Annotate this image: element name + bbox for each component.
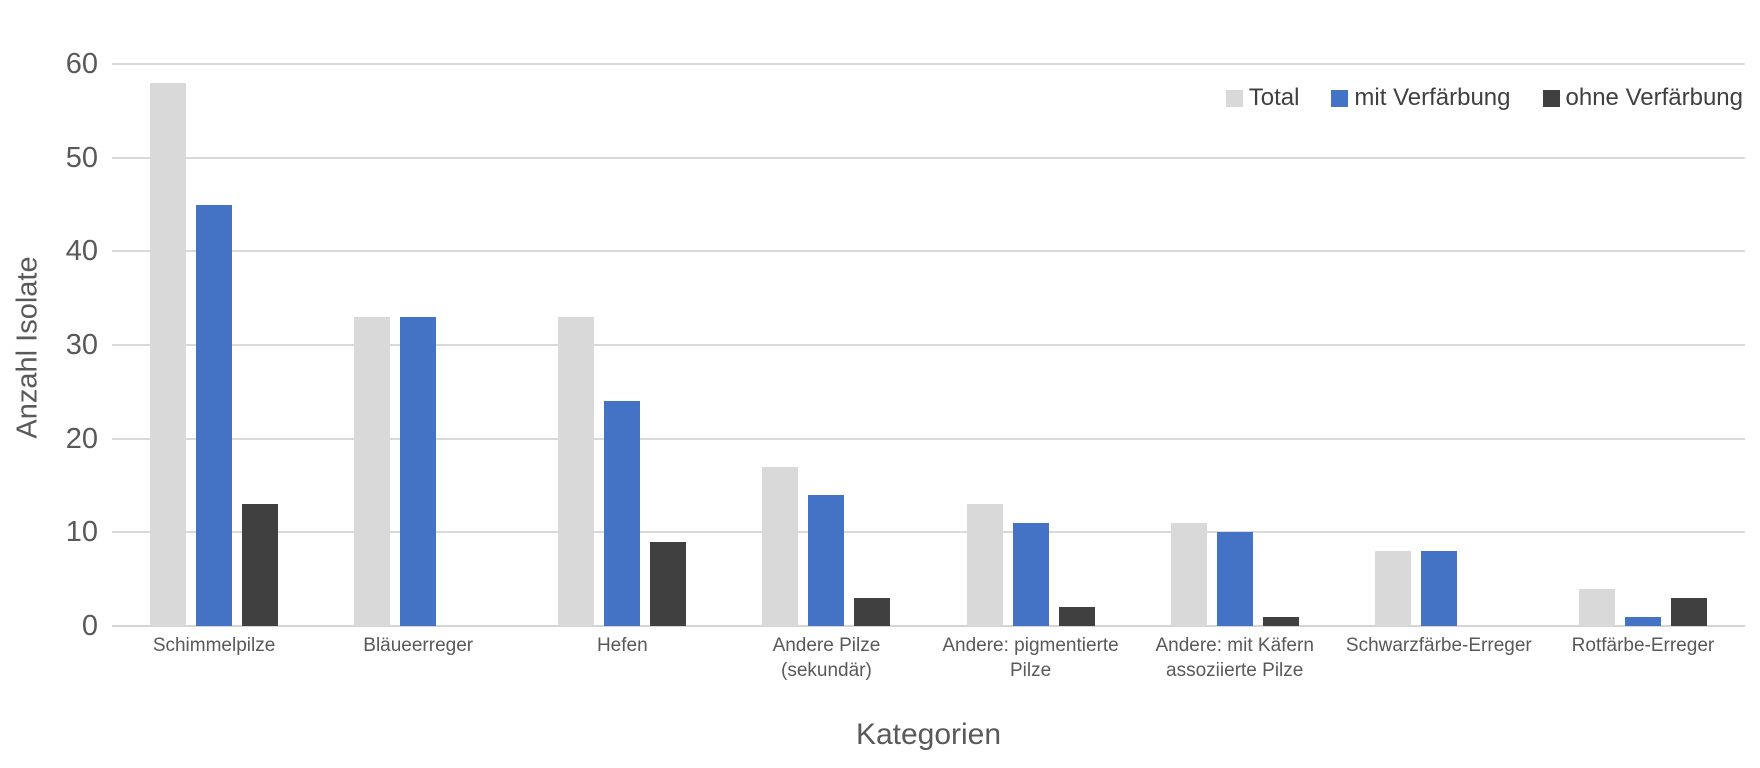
- category-label: Schimmelpilze: [152, 635, 276, 656]
- bar-group: [929, 64, 1133, 626]
- category-label: Rotfärbe-Erreger: [1571, 635, 1715, 656]
- bar-mit-verf-rbung: [1624, 616, 1661, 626]
- bar-ohne-verf-rbung: [1262, 616, 1299, 626]
- legend-item: mit Verfärbung: [1331, 84, 1511, 112]
- y-tick-label: 10: [65, 516, 98, 549]
- bar-group: [316, 64, 520, 626]
- legend-label: ohne Verfärbung: [1565, 84, 1743, 111]
- category-label: Hefen: [596, 635, 648, 656]
- bar-total: [150, 82, 187, 626]
- category-label: Schwarzfärbe-Erreger: [1345, 635, 1532, 656]
- bar-mit-verf-rbung: [604, 401, 641, 626]
- bar-total: [1170, 522, 1207, 626]
- category-label: Andere: mit Käfern assoziierte Pilze: [1155, 635, 1314, 681]
- bar-mit-verf-rbung: [400, 316, 437, 626]
- category-label: Bläueerreger: [363, 635, 474, 656]
- y-tick-label: 50: [65, 141, 98, 174]
- legend-label: Total: [1248, 84, 1300, 111]
- bar-group: [1541, 64, 1745, 626]
- legend-swatch-icon: [1331, 89, 1349, 107]
- y-tick-label: 30: [65, 329, 98, 361]
- bar-mit-verf-rbung: [1012, 522, 1049, 626]
- y-tick-label: 60: [65, 48, 98, 80]
- bar-group: [1133, 64, 1337, 626]
- bar-mit-verf-rbung: [196, 204, 233, 626]
- gridline: [112, 344, 1745, 346]
- bar-total: [1374, 551, 1411, 626]
- bar-group: [724, 64, 928, 626]
- gridline: [112, 63, 1745, 65]
- x-axis-title: Kategorien: [855, 718, 1002, 751]
- gridline: [112, 437, 1745, 440]
- category-label: Andere: pigmentierte Pilze: [942, 635, 1119, 681]
- legend-item: ohne Verfärbung: [1542, 84, 1743, 112]
- bar-mit-verf-rbung: [1216, 532, 1253, 626]
- bar-total: [1578, 588, 1615, 626]
- bar-mit-verf-rbung: [1420, 551, 1457, 626]
- bar-mit-verf-rbung: [808, 494, 845, 626]
- legend-item: Total: [1225, 84, 1300, 112]
- gridline: [112, 531, 1745, 534]
- bar-ohne-verf-rbung: [242, 504, 279, 626]
- bar-group: [1337, 64, 1541, 626]
- legend: Total mit Verfärbung ohne Verfärbung: [1225, 84, 1743, 112]
- gridline: [112, 250, 1745, 253]
- bar-ohne-verf-rbung: [1058, 607, 1095, 626]
- category-label: Andere Pilze (sekundär): [772, 635, 881, 681]
- y-tick-label: 20: [65, 422, 98, 455]
- x-axis-line: [112, 625, 1745, 627]
- plot-area: Total mit Verfärbung ohne Verfärbung: [112, 63, 1745, 627]
- bar-ohne-verf-rbung: [650, 541, 687, 626]
- bar-total: [558, 316, 595, 626]
- bar-total: [966, 504, 1003, 626]
- bar-group: [112, 64, 316, 626]
- y-tick-label: 0: [81, 610, 98, 642]
- bar-total: [762, 466, 799, 626]
- gridline: [112, 156, 1745, 159]
- legend-swatch-icon: [1225, 89, 1243, 107]
- bar-ohne-verf-rbung: [854, 597, 891, 626]
- x-axis-category-labels: Schimmelpilze Bläueerreger Hefen Andere Pil…: [112, 634, 1745, 683]
- bar-group: [520, 64, 724, 626]
- bar-total: [354, 316, 391, 626]
- bar-ohne-verf-rbung: [1670, 597, 1707, 626]
- legend-label: mit Verfärbung: [1354, 84, 1511, 111]
- legend-swatch-icon: [1542, 89, 1560, 107]
- bar-groups: [112, 64, 1745, 626]
- y-tick-label: 40: [65, 235, 98, 268]
